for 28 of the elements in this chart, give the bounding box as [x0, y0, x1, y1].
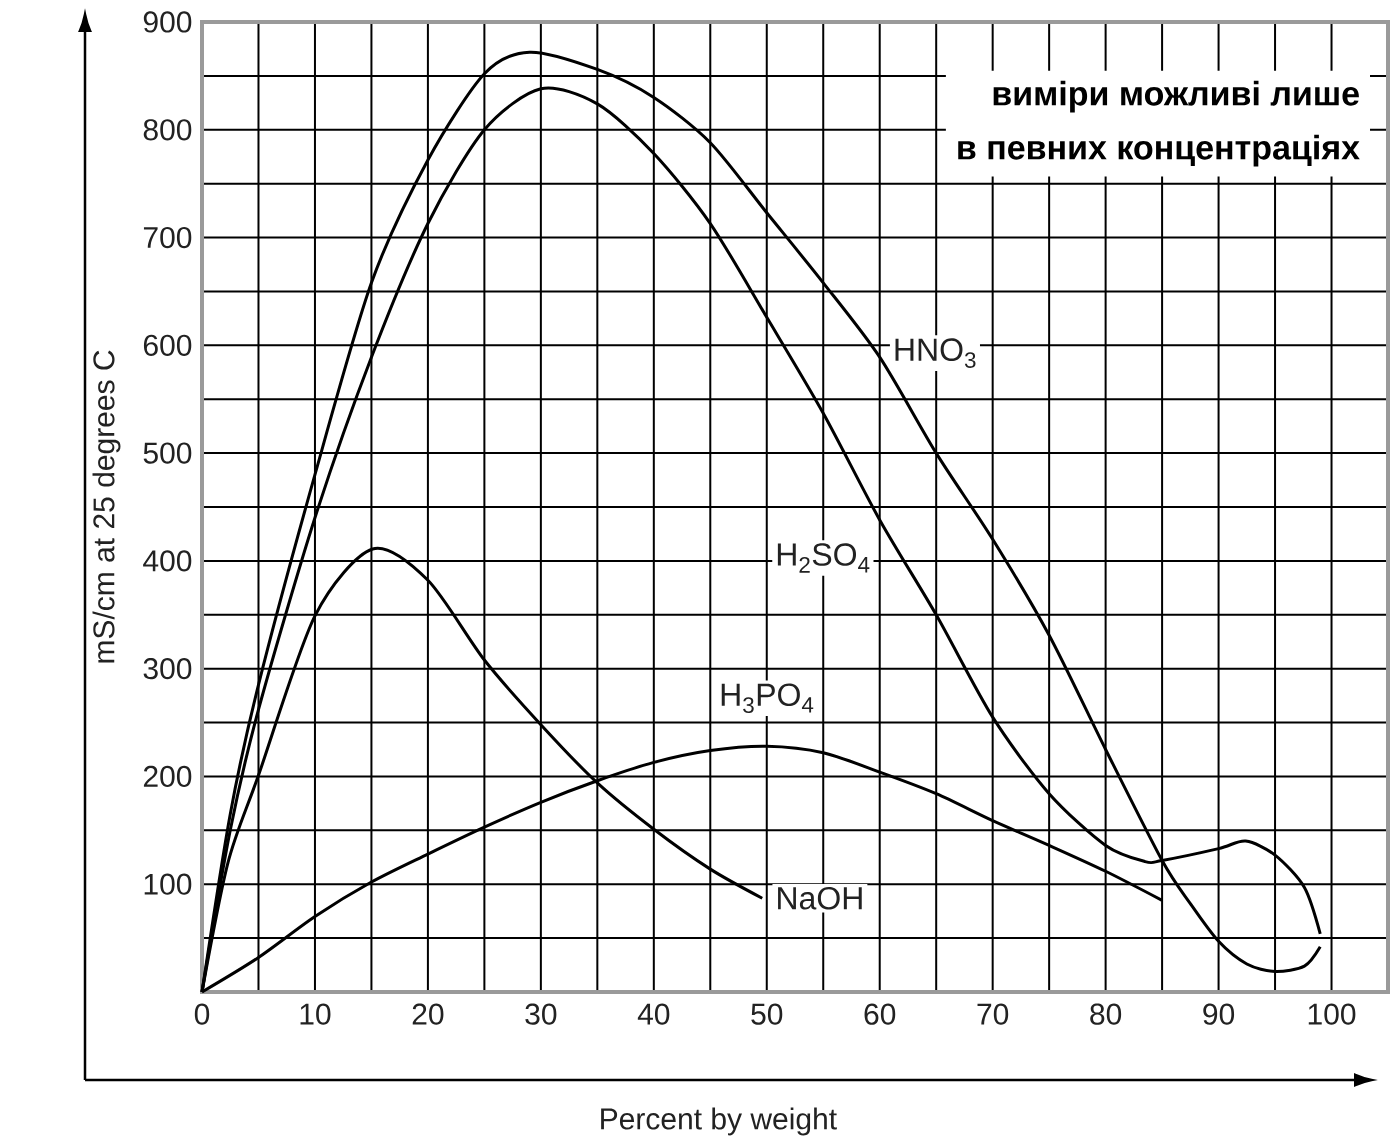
- series-label: H$_{2}$SO$_{4}$: [777, 543, 870, 573]
- y-axis-title: mS/cm at 25 degrees C: [92, 350, 121, 663]
- series-label: NaOH: [778, 886, 862, 910]
- x-tick-label: 80: [1090, 1003, 1122, 1025]
- x-tick-label: 60: [864, 1003, 896, 1025]
- x-axis-title: Percent by weight: [601, 1107, 837, 1136]
- y-tick-label: 500: [143, 442, 192, 464]
- x-tick-label: 90: [1203, 1003, 1235, 1025]
- x-tick-label: 30: [525, 1003, 557, 1025]
- annotation: в певних концентраціях: [958, 134, 1360, 167]
- x-tick-label: 20: [412, 1003, 444, 1025]
- y-tick-label: 900: [143, 11, 192, 33]
- x-tick-label: 0: [194, 1003, 210, 1025]
- x-tick-label: 40: [637, 1003, 670, 1025]
- x-tick-label: 50: [751, 1003, 783, 1025]
- x-tick-label: 70: [977, 1003, 1009, 1025]
- y-tick-label: 800: [143, 119, 192, 141]
- series-label: HNO$_{3}$: [895, 338, 976, 368]
- y-tick-label: 400: [143, 550, 192, 572]
- series-label: H$_{3}$PO$_{4}$: [721, 683, 814, 714]
- y-tick-label: 200: [143, 765, 192, 788]
- annotation: виміри можливі лише: [993, 80, 1359, 113]
- y-tick-label: 300: [143, 658, 192, 680]
- y-tick-label: 600: [143, 334, 192, 356]
- x-tick-label: 10: [300, 1003, 331, 1025]
- y-tick-label: 100: [144, 873, 192, 895]
- x-tick-label: 100: [1308, 1003, 1356, 1025]
- y-tick-label: 700: [143, 226, 192, 249]
